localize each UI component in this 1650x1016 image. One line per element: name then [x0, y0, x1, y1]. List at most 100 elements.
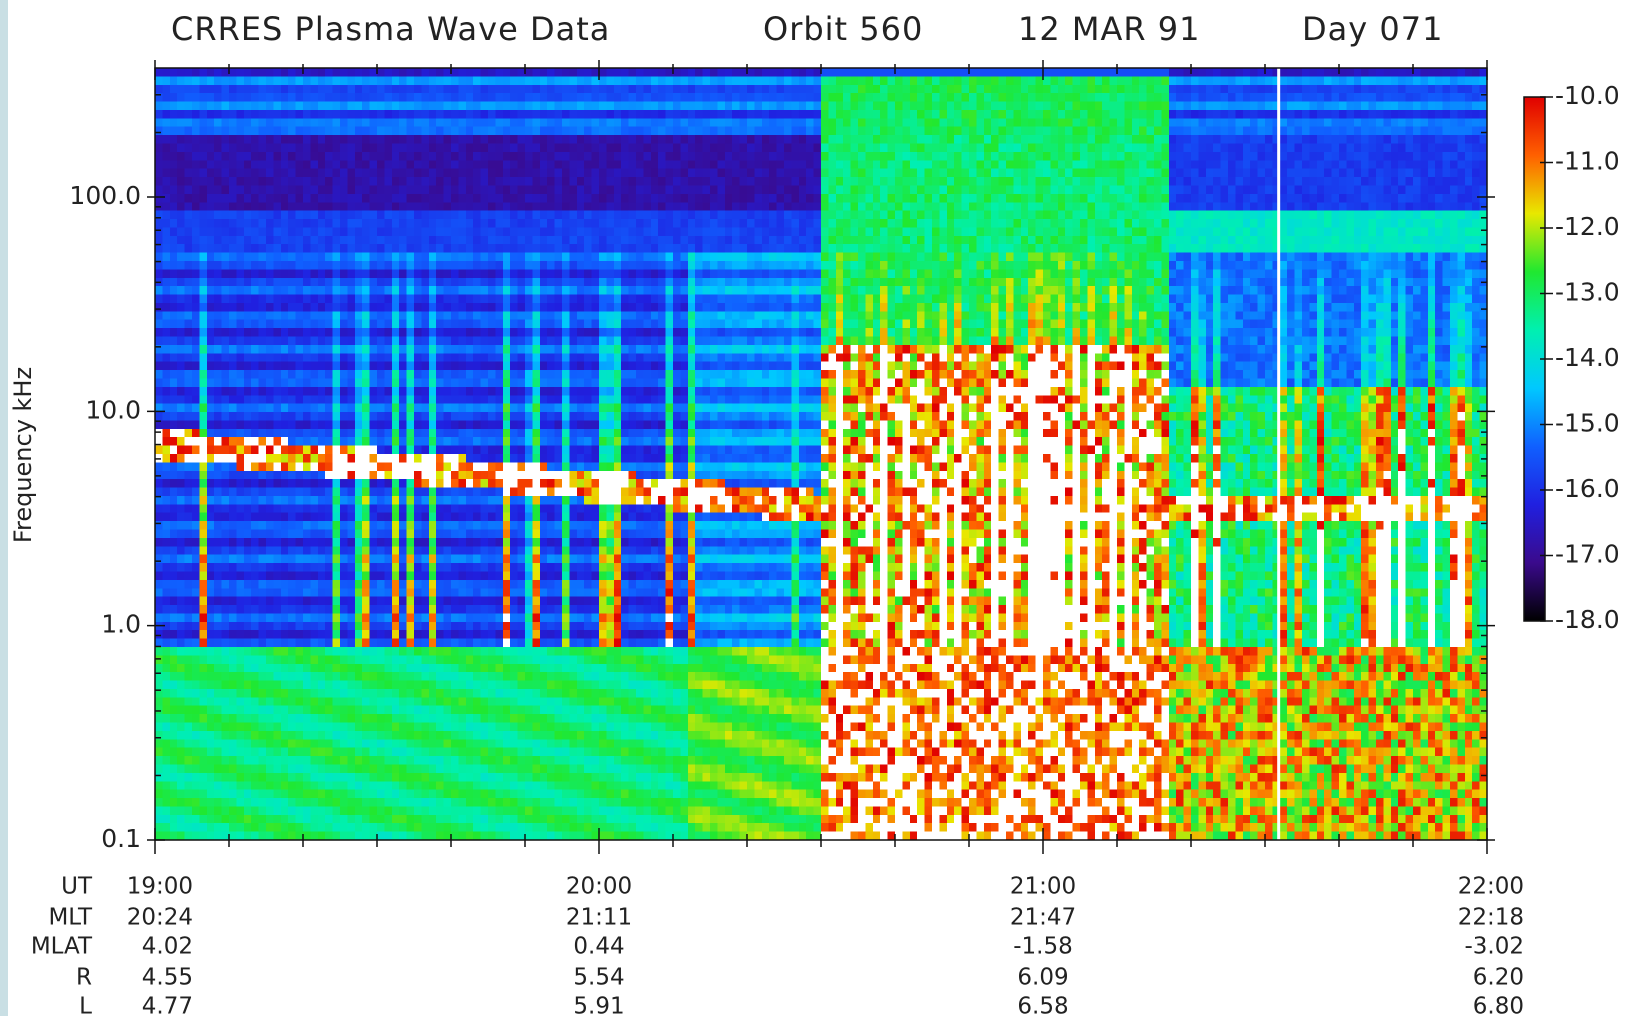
spectrogram-cell	[473, 303, 482, 312]
spectrogram-cell	[354, 655, 363, 665]
spectrogram-cell	[377, 655, 385, 665]
spectrogram-cell	[443, 621, 452, 631]
spectrogram-cell	[517, 244, 526, 254]
spectrogram-cell	[369, 235, 378, 245]
spectrogram-cell	[288, 219, 297, 228]
spectrogram-cell	[303, 781, 311, 791]
spectrogram-cell	[377, 487, 385, 497]
spectrogram-cell	[458, 68, 467, 77]
spectrogram-cell	[251, 261, 260, 270]
spectrogram-cell	[480, 705, 489, 715]
spectrogram-cell	[458, 386, 467, 396]
spectrogram-cell	[155, 655, 163, 665]
spectrogram-cell	[384, 143, 393, 153]
spectrogram-cell	[155, 319, 163, 329]
spectrogram-cell	[192, 521, 200, 531]
spectrogram-cell	[525, 76, 533, 86]
spectrogram-cell	[451, 680, 459, 690]
spectrogram-cell	[525, 823, 533, 833]
spectrogram-cell	[192, 269, 200, 279]
spectrogram-cell	[539, 462, 548, 472]
spectrogram-cell	[266, 68, 274, 77]
spectrogram-cell	[473, 261, 482, 270]
spectrogram-cell	[532, 756, 541, 766]
spectrogram-cell	[354, 672, 363, 682]
spectrogram-cell	[303, 747, 311, 757]
spectrogram-cell	[458, 445, 467, 455]
spectrogram-cell	[317, 311, 326, 321]
spectrogram-cell	[177, 705, 186, 715]
spectrogram-cell	[525, 512, 533, 522]
spectrogram-cell	[399, 638, 408, 648]
spectrogram-cell	[184, 722, 193, 732]
spectrogram-cell	[347, 705, 356, 715]
spectrogram-cell	[155, 512, 163, 522]
spectrogram-cell	[347, 823, 356, 833]
spectrogram-cell	[332, 747, 341, 757]
spectrogram-cell	[428, 470, 437, 480]
spectrogram-cell	[155, 235, 163, 245]
spectrogram-cell	[295, 235, 304, 245]
spectrogram-cell	[258, 286, 267, 296]
spectrogram-cell	[473, 588, 482, 598]
spectrogram-cell	[340, 110, 348, 119]
spectrogram-cell	[332, 445, 341, 455]
spectrogram-cell	[414, 496, 422, 505]
spectrogram-cell	[199, 781, 208, 791]
spectrogram-cell	[251, 227, 260, 237]
spectrogram-cell	[199, 596, 208, 606]
spectrogram-cell	[184, 84, 193, 94]
spectrogram-cell	[547, 823, 556, 833]
spectrogram-cell	[229, 479, 237, 489]
spectrogram-cell	[214, 311, 223, 321]
spectrogram-cell	[443, 630, 452, 640]
spectrogram-cell	[369, 311, 378, 321]
spectrogram-cell	[243, 546, 252, 556]
spectrogram-cell	[317, 294, 326, 304]
spectrogram-cell	[488, 563, 496, 573]
spectrogram-cell	[169, 244, 178, 254]
spectrogram-cell	[199, 303, 208, 312]
spectrogram-cell	[443, 177, 452, 187]
spectrogram-cell	[480, 336, 489, 346]
spectrogram-cell	[406, 126, 415, 136]
spectrogram-cell	[525, 621, 533, 631]
spectrogram-cell	[458, 689, 467, 698]
spectrogram-cell	[347, 303, 356, 312]
spectrogram-cell	[436, 353, 445, 363]
spectrogram-cell	[221, 747, 230, 757]
spectrogram-cell	[414, 151, 422, 161]
spectrogram-cell	[465, 344, 474, 354]
spectrogram-cell	[236, 470, 245, 480]
spectrogram-cell	[369, 412, 378, 421]
spectrogram-cell	[406, 84, 415, 94]
spectrogram-cell	[465, 412, 474, 421]
spectrogram-cell	[229, 730, 237, 740]
spectrogram-cell	[236, 227, 245, 237]
spectrogram-cell	[443, 638, 452, 648]
spectrogram-cell	[169, 571, 178, 581]
spectrogram-cell	[206, 747, 215, 757]
spectrogram-cell	[473, 554, 482, 564]
spectrogram-cell	[325, 84, 334, 94]
spectrogram-cell	[510, 764, 519, 774]
spectrogram-cell	[354, 680, 363, 690]
spectrogram-cell	[229, 353, 237, 363]
spectrogram-cell	[502, 596, 511, 606]
spectrogram-cell	[221, 303, 230, 312]
spectrogram-cell	[288, 151, 297, 161]
spectrogram-cell	[236, 395, 245, 405]
spectrogram-cell	[347, 437, 356, 447]
spectrogram-cell	[377, 160, 385, 170]
spectrogram-cell	[539, 764, 548, 774]
spectrogram-cell	[369, 546, 378, 556]
spectrogram-cell	[347, 756, 356, 766]
spectrogram-cell	[510, 395, 519, 405]
spectrogram-cell	[155, 605, 163, 614]
spectrogram-cell	[391, 521, 400, 531]
spectrogram-cell	[192, 118, 200, 128]
spectrogram-cell	[266, 655, 274, 665]
spectrogram-cell	[428, 252, 437, 262]
spectrogram-cell	[169, 437, 178, 447]
spectrogram-cell	[473, 756, 482, 766]
